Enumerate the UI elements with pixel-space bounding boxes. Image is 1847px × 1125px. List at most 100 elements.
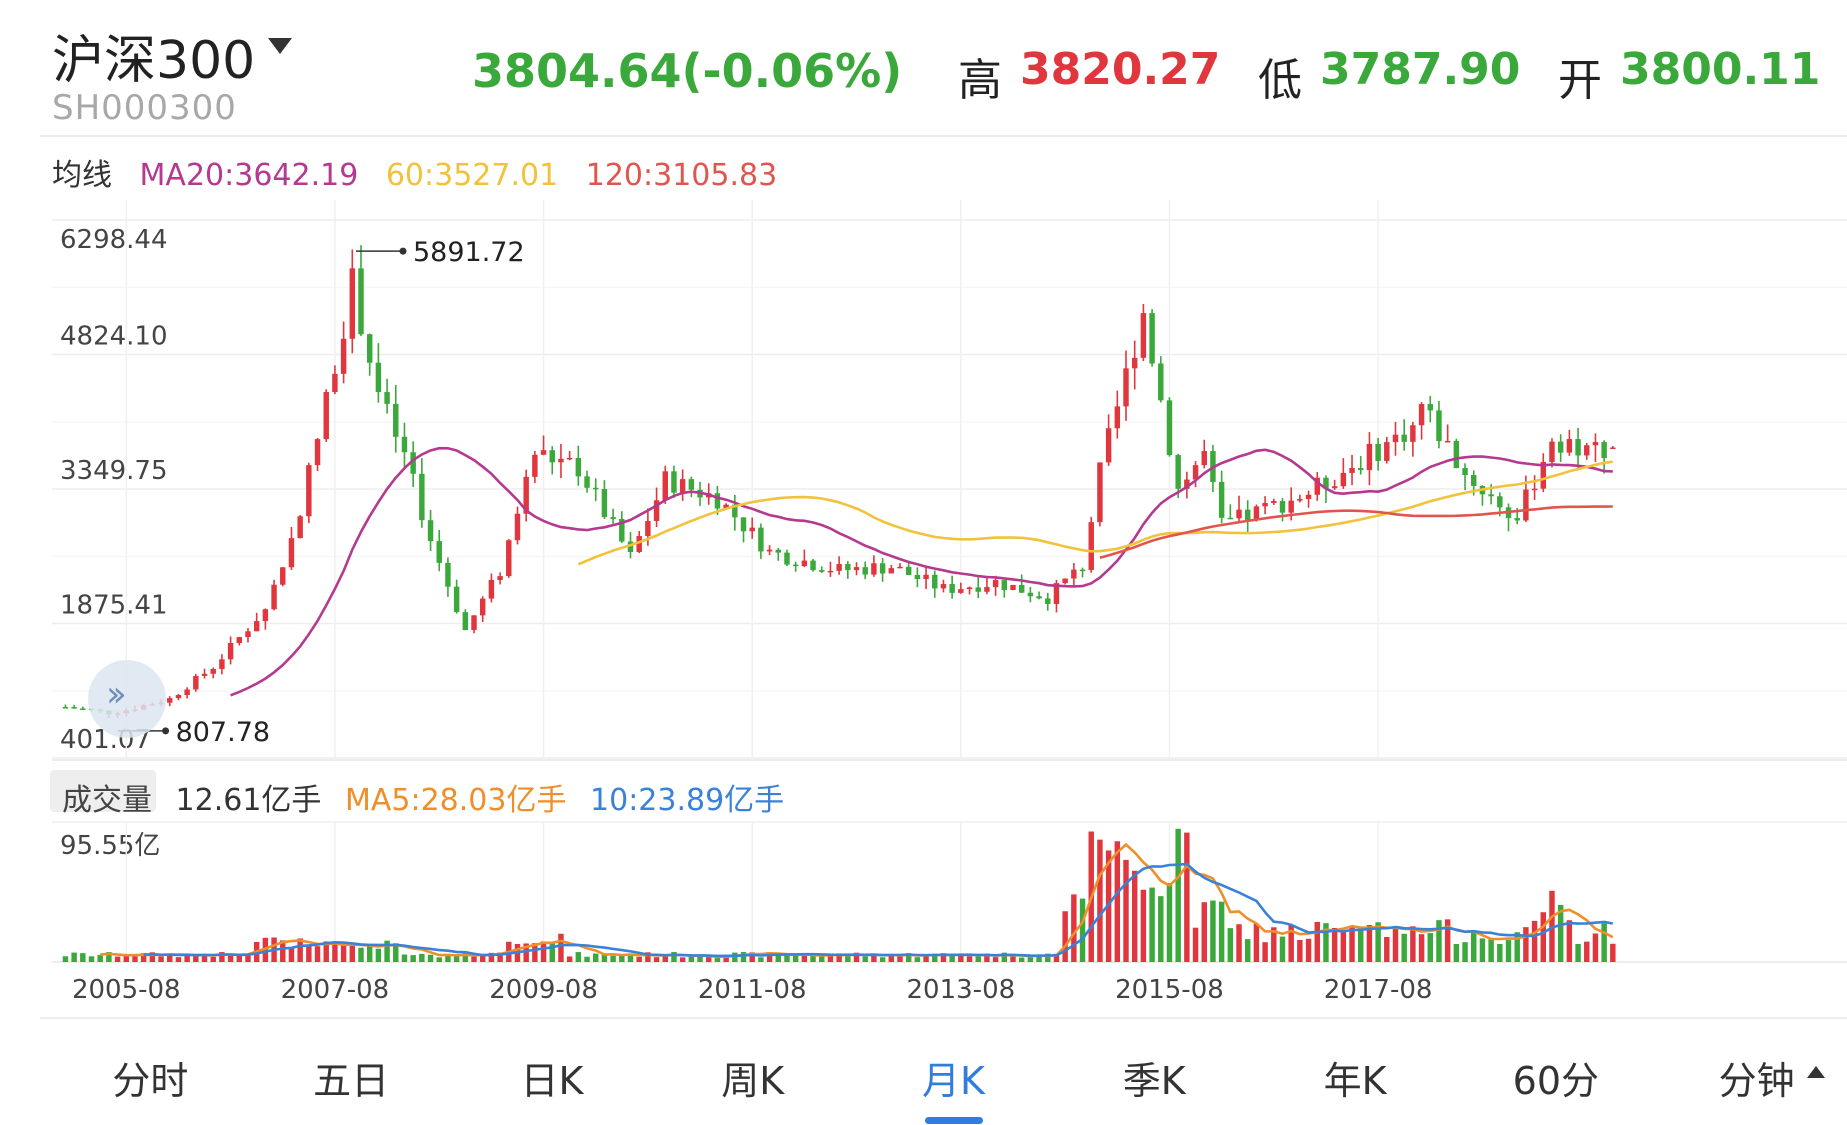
volume-bar bbox=[1184, 832, 1190, 962]
volume-bar bbox=[210, 956, 216, 962]
volume-bar bbox=[1001, 952, 1008, 962]
volume-bar bbox=[984, 953, 990, 962]
min-annotation-dot bbox=[162, 727, 170, 735]
tab-6[interactable]: 季K bbox=[1122, 1059, 1186, 1103]
volume-bar bbox=[619, 955, 625, 962]
volume-bar bbox=[523, 943, 529, 962]
candle-body bbox=[201, 673, 208, 676]
volume-bar bbox=[445, 953, 451, 962]
scroll-left-button[interactable]: ›› bbox=[88, 660, 166, 738]
candle-body bbox=[1027, 592, 1034, 597]
volume-bar bbox=[471, 956, 477, 962]
volume-bar bbox=[245, 953, 251, 962]
volume-bar bbox=[1427, 933, 1433, 962]
candle-body bbox=[1453, 440, 1460, 469]
candle-body bbox=[984, 587, 990, 592]
volume-bar bbox=[706, 957, 712, 962]
candle-body bbox=[462, 612, 469, 631]
candle-body bbox=[227, 643, 234, 660]
volume-bar bbox=[819, 955, 825, 962]
candle-body bbox=[1523, 489, 1529, 521]
candle-body bbox=[871, 563, 877, 575]
volume-bar bbox=[1314, 921, 1320, 962]
volume-bar bbox=[1297, 940, 1303, 962]
candle-body bbox=[827, 570, 834, 573]
candle-body bbox=[62, 707, 69, 709]
volume-bar bbox=[932, 953, 938, 962]
volume-bar bbox=[1010, 956, 1016, 962]
candle-body bbox=[1175, 455, 1181, 489]
candle-body bbox=[1488, 494, 1494, 497]
volume-bar bbox=[1271, 927, 1277, 962]
candle-body bbox=[393, 403, 399, 437]
candle-body bbox=[1575, 439, 1581, 456]
caret-down-icon[interactable] bbox=[268, 38, 292, 54]
volume-bar bbox=[1488, 938, 1494, 962]
candle-body bbox=[1123, 368, 1129, 407]
volume-bar bbox=[175, 957, 182, 962]
candle-body bbox=[966, 587, 973, 590]
high-value: 3820.27 bbox=[1020, 44, 1221, 95]
tab-9[interactable]: 分钟 bbox=[1718, 1059, 1795, 1103]
volume-bar bbox=[888, 955, 895, 962]
volume-bar bbox=[627, 954, 634, 962]
volume-bar bbox=[314, 946, 321, 962]
volume-ma10: 10:23.89亿手 bbox=[590, 783, 785, 818]
candle-body bbox=[540, 450, 547, 455]
candle-body bbox=[175, 695, 182, 699]
tab-5[interactable]: 月K bbox=[922, 1059, 985, 1103]
candle-body bbox=[193, 675, 199, 690]
candle-body bbox=[1079, 569, 1086, 572]
candle-body bbox=[671, 471, 677, 493]
volume-bar bbox=[288, 948, 295, 962]
candle-body bbox=[1340, 472, 1347, 487]
volume-bar bbox=[106, 952, 112, 962]
volume-bar bbox=[697, 956, 703, 962]
candle-body bbox=[879, 563, 886, 574]
ma60-value: 60:3527.01 bbox=[385, 158, 559, 193]
candle-body bbox=[210, 668, 216, 674]
volume-bar bbox=[1575, 943, 1581, 962]
candle-body bbox=[306, 465, 312, 517]
volume-bar bbox=[1114, 841, 1121, 962]
candle-body bbox=[662, 471, 668, 501]
x-tick-label: 2007-08 bbox=[281, 975, 390, 1005]
volume-bar bbox=[862, 956, 868, 962]
high-label: 高 bbox=[958, 55, 1002, 106]
tab-2[interactable]: 五日 bbox=[313, 1059, 390, 1103]
max-annotation-label: 5891.72 bbox=[413, 237, 525, 268]
candle-body bbox=[975, 587, 981, 592]
tab-4[interactable]: 周K bbox=[721, 1059, 785, 1103]
volume-bar bbox=[1592, 933, 1599, 962]
volume-bar bbox=[71, 952, 77, 962]
tab-1[interactable]: 分时 bbox=[112, 1059, 189, 1103]
tab-7[interactable]: 年K bbox=[1323, 1059, 1387, 1103]
volume-bar bbox=[1497, 943, 1503, 962]
active-tab-indicator bbox=[924, 1117, 983, 1124]
volume-bar bbox=[1244, 939, 1251, 962]
index-name[interactable]: 沪深300 bbox=[52, 31, 256, 91]
low-label: 低 bbox=[1258, 55, 1302, 106]
tab-3[interactable]: 日K bbox=[520, 1059, 584, 1103]
candle-body bbox=[905, 566, 912, 576]
volume-bar bbox=[1401, 933, 1407, 962]
candle-body bbox=[627, 541, 634, 552]
candle-body bbox=[1018, 584, 1025, 593]
volume-bar bbox=[766, 952, 773, 962]
volume-bar bbox=[419, 953, 425, 962]
volume-bar bbox=[1523, 927, 1529, 962]
volume-bar bbox=[1227, 928, 1234, 962]
x-tick-label: 2017-08 bbox=[1324, 975, 1433, 1005]
x-tick-label: 2011-08 bbox=[698, 975, 807, 1005]
candle-body bbox=[958, 589, 964, 593]
tab-8[interactable]: 60分 bbox=[1512, 1059, 1600, 1103]
candle-body bbox=[1427, 404, 1433, 411]
volume-bar bbox=[236, 955, 243, 962]
kline-chart[interactable]: 6298.444824.103349.751875.41401.0795.55亿… bbox=[0, 0, 1847, 1020]
volume-bar bbox=[1305, 938, 1312, 962]
candle-body bbox=[340, 338, 347, 374]
candle-body bbox=[314, 439, 321, 466]
volume-bar bbox=[453, 956, 460, 962]
candle-body bbox=[245, 631, 251, 638]
candle-body bbox=[1418, 404, 1425, 426]
